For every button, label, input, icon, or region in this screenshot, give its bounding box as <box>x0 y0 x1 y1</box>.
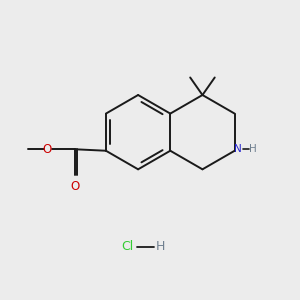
Text: H: H <box>156 240 165 253</box>
Text: N: N <box>234 144 242 154</box>
Text: H: H <box>249 144 256 154</box>
Text: Cl: Cl <box>122 240 134 253</box>
Text: O: O <box>70 180 80 193</box>
Text: O: O <box>43 143 52 156</box>
